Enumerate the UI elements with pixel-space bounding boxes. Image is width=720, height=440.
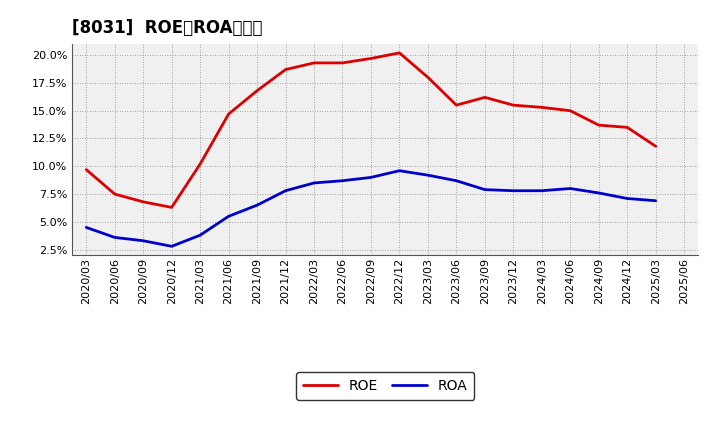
ROE — [423, 75, 432, 80]
ROA — [537, 188, 546, 193]
ROA — [253, 202, 261, 208]
ROE — [452, 103, 461, 108]
ROE — [253, 88, 261, 93]
ROA — [225, 214, 233, 219]
Line: ROE: ROE — [86, 53, 656, 207]
Line: ROA: ROA — [86, 171, 656, 246]
ROE — [480, 95, 489, 100]
Text: [8031]  ROE、ROAの推移: [8031] ROE、ROAの推移 — [72, 19, 263, 37]
ROE — [595, 122, 603, 128]
ROA — [509, 188, 518, 193]
ROE — [196, 161, 204, 167]
ROE — [537, 105, 546, 110]
ROA — [595, 191, 603, 196]
ROE — [566, 108, 575, 114]
ROA — [282, 188, 290, 193]
ROA — [452, 178, 461, 183]
ROA — [652, 198, 660, 203]
ROA — [480, 187, 489, 192]
ROA — [623, 196, 631, 201]
ROE — [338, 60, 347, 66]
ROA — [423, 172, 432, 178]
ROA — [395, 168, 404, 173]
Legend: ROE, ROA: ROE, ROA — [296, 372, 474, 400]
ROA — [566, 186, 575, 191]
ROE — [167, 205, 176, 210]
ROE — [225, 111, 233, 117]
ROA — [338, 178, 347, 183]
ROA — [82, 225, 91, 230]
ROE — [652, 143, 660, 149]
ROE — [282, 67, 290, 72]
ROE — [110, 191, 119, 197]
ROE — [310, 60, 318, 66]
ROA — [110, 235, 119, 240]
ROA — [167, 244, 176, 249]
ROE — [395, 50, 404, 55]
ROE — [366, 56, 375, 61]
ROA — [196, 233, 204, 238]
ROE — [139, 199, 148, 205]
ROE — [623, 125, 631, 130]
ROA — [366, 175, 375, 180]
ROE — [82, 167, 91, 172]
ROA — [139, 238, 148, 243]
ROE — [509, 103, 518, 108]
ROA — [310, 180, 318, 186]
